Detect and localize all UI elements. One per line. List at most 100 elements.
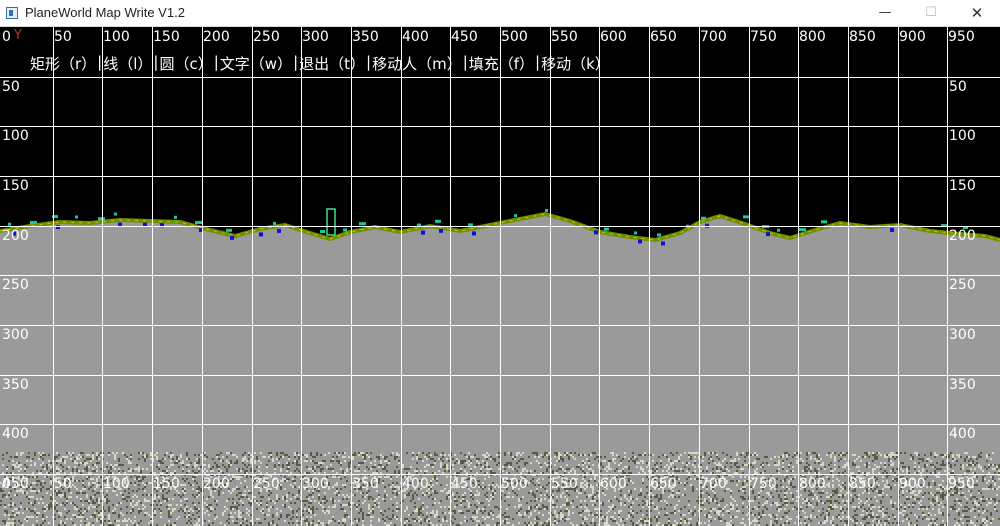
block-sprite — [594, 230, 598, 235]
grid-layer — [0, 27, 1000, 526]
y-axis-marker: Y — [14, 28, 22, 43]
x-tick-bottom-label: 750 — [750, 476, 777, 492]
x-tick-top-label: 750 — [750, 29, 777, 45]
x-tick-top-label: 300 — [302, 29, 329, 45]
x-tick-bottom-label: 350 — [352, 476, 379, 492]
maximize-button[interactable]: ☐ — [925, 5, 937, 20]
plant-sprite — [98, 217, 105, 221]
y-tick-left-label: 250 — [2, 277, 29, 293]
x-tick-bottom-label: 700 — [700, 476, 727, 492]
block-sprite — [143, 222, 147, 227]
block-sprite — [12, 231, 16, 236]
x-tick-bottom-label: 150 — [153, 476, 180, 492]
y-tick-right-label: 50 — [949, 79, 967, 95]
y-tick-right-label: 200 — [949, 228, 976, 244]
x-tick-top-label: 400 — [402, 29, 429, 45]
x-tick-top-label: 950 — [948, 29, 975, 45]
plant-sprite — [417, 223, 421, 227]
y-tick-left-label: 300 — [2, 327, 29, 343]
x-tick-bottom-label: 250 — [253, 476, 280, 492]
menu-separator: | — [293, 53, 299, 71]
y-tick-right-label: 250 — [949, 277, 976, 293]
block-sprite — [277, 228, 281, 233]
menu-item-2[interactable]: 圆（c） — [159, 55, 213, 73]
y-tick-left-label: 400 — [2, 426, 29, 442]
x-tick-bottom-label: 650 — [650, 476, 677, 492]
plant-sprite — [657, 233, 661, 237]
map-canvas[interactable]: 0 0 50 50 100 100 150 150 200 200 250 250 300 300 350 3… — [0, 27, 1000, 526]
block-sprite — [199, 228, 203, 232]
menu-item-3[interactable]: 文字（w） — [219, 55, 293, 73]
plant-sprite — [604, 227, 609, 231]
plant-sprite — [963, 226, 968, 230]
block-sprite — [661, 241, 665, 246]
plant-sprite — [359, 222, 366, 226]
block-sprite — [160, 223, 164, 228]
menu-item-6[interactable]: 填充（f） — [468, 55, 535, 73]
block-sprite — [705, 223, 709, 228]
y-tick-left-label: 350 — [2, 377, 29, 393]
x-tick-bottom-label: 300 — [302, 476, 329, 492]
y-tick-right-label: 300 — [949, 327, 976, 343]
y-tick-left-label: 100 — [2, 128, 29, 144]
block-sprite — [890, 227, 894, 232]
x-tick-bottom-label: 900 — [899, 476, 926, 492]
block-sprite — [56, 225, 60, 230]
x-tick-top-label: 600 — [600, 29, 627, 45]
y-tick-right-label: 400 — [949, 426, 976, 442]
x-tick-top-label: 550 — [551, 29, 578, 45]
menu-item-1[interactable]: 线（l） — [103, 55, 153, 73]
x-tick-top-label: 250 — [253, 29, 280, 45]
menu-item-5[interactable]: 移动人（m） — [372, 55, 462, 73]
block-sprite — [118, 222, 122, 227]
x-tick-top-label: 350 — [352, 29, 379, 45]
menu-separator: | — [153, 53, 159, 71]
x-tick-top-label: 700 — [700, 29, 727, 45]
plant-sprite — [514, 214, 517, 218]
x-tick-top-label: 100 — [103, 29, 130, 45]
plant-sprite — [30, 221, 37, 224]
minimize-button[interactable]: — — [878, 5, 892, 20]
title-bar[interactable]: PlaneWorld Map Write V1.2 — ☐ ✕ — [0, 0, 1000, 27]
plant-sprite — [701, 216, 706, 220]
plant-sprite — [545, 209, 548, 212]
x-tick-bottom-label: 600 — [600, 476, 627, 492]
block-sprite — [766, 232, 770, 237]
x-tick-top-label: 850 — [849, 29, 876, 45]
x-tick-top-label: 900 — [899, 29, 926, 45]
block-sprite — [439, 228, 443, 233]
plant-sprite — [174, 215, 177, 219]
x-tick-bottom-label: 450 — [451, 476, 478, 492]
menu-item-0[interactable]: 矩形（r） — [30, 55, 97, 73]
y-tick-left-label: 150 — [2, 178, 29, 194]
block-sprite — [638, 239, 642, 244]
x-tick-top-label: 800 — [799, 29, 826, 45]
plant-sprite — [634, 231, 637, 235]
plant-sprite — [75, 215, 78, 219]
plant-sprite — [435, 219, 441, 223]
plant-sprite — [114, 212, 117, 216]
plant-sprite — [941, 224, 947, 228]
plant-sprite — [226, 228, 232, 232]
menu-item-7[interactable]: 移动（k） — [541, 55, 610, 73]
plant-sprite — [195, 221, 202, 224]
x-tick-bottom-label: 800 — [799, 476, 826, 492]
x-tick-bottom-label: 500 — [501, 476, 528, 492]
plant-sprite — [52, 215, 58, 219]
x-tick-bottom-label: 0 — [2, 476, 11, 492]
plant-sprite — [799, 228, 806, 232]
y-tick-right-label: 150 — [949, 178, 976, 194]
plant-sprite — [320, 230, 325, 233]
plant-sprite — [468, 223, 473, 227]
menu-separator: | — [535, 53, 541, 71]
close-button[interactable]: ✕ — [970, 4, 984, 22]
block-sprite — [259, 232, 263, 237]
player-character — [326, 208, 336, 236]
x-tick-bottom-label: 850 — [849, 476, 876, 492]
menu-separator: | — [213, 53, 219, 71]
block-sprite — [472, 231, 476, 236]
x-tick-top-label: 500 — [501, 29, 528, 45]
x-tick-top-label: 200 — [203, 29, 230, 45]
menu-item-4[interactable]: 退出（t） — [299, 55, 366, 73]
plant-sprite — [343, 228, 347, 232]
